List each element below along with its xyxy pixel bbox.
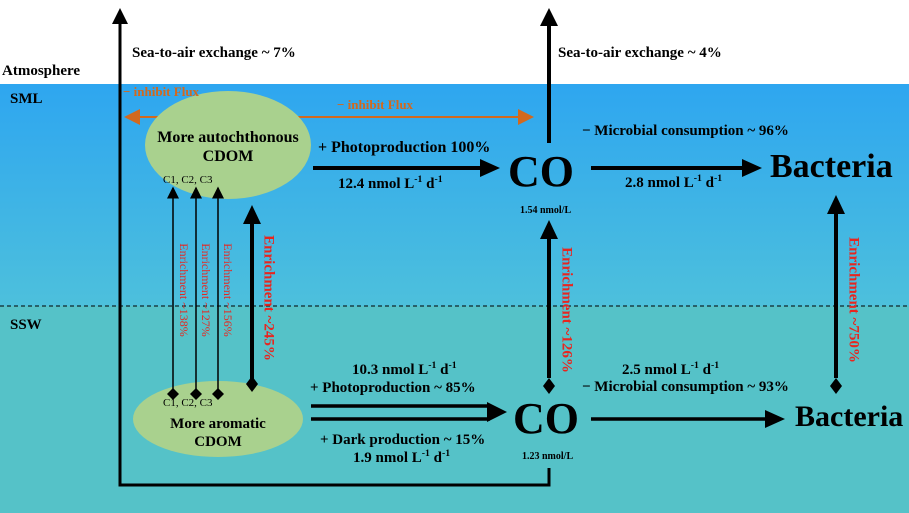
ssw-cdom-line2: CDOM [194,434,242,450]
sml-cdom-line2: CDOM [202,148,254,166]
unit-exp: -1 [441,448,451,459]
sml-photoproduction-label: + Photoproduction 100% [318,139,491,156]
bacteria-enrichment-base [830,378,842,394]
atmosphere-label: Atmosphere [2,63,81,79]
ssw-dark-rate-value: 1.9 nmol L [353,450,422,466]
ssw-microbial-arrowhead [765,410,785,428]
ssw-cdom-label: More aromatic CDOM [135,415,301,451]
cdom-enrichment-arrowhead [243,205,261,224]
ssw-cdom-line1: More aromatic [170,416,266,432]
unit-exp: -1 [448,360,457,371]
unit-exp: -1 [428,360,437,371]
bacteria-enrichment-label: Enrichment ~750% [845,237,862,363]
c1-enrichment-label: Enrichment ~138% [177,243,191,337]
bacteria-enrichment-arrowhead [827,195,845,214]
unit-exp: -1 [710,360,720,371]
unit-d: d [429,450,442,466]
co-enrichment-label: Enrichment ~126% [558,247,575,373]
cdom-enrichment-base [246,376,258,392]
co-enrichment-base [543,378,555,394]
sea-to-air-right-arrowhead [540,8,558,26]
sml-cdom-ellipse [145,91,311,199]
sml-cdom-label: More autochthonous CDOM [145,128,311,166]
ssw-bacteria-label: Bacteria [795,400,904,433]
unit-d: d [698,362,711,378]
sml-bacteria-label: Bacteria [770,148,893,185]
sea-to-air-left-path [118,22,551,487]
ssw-photoproduction-label: + Photoproduction ~ 85% [310,380,476,396]
sml-c-labels: C1, C2, C3 [163,174,213,186]
sml-co-label: CO [508,147,574,196]
sml-microbial-label: − Microbial consumption ~ 96% [582,123,789,139]
unit-d: d [436,362,449,378]
ssw-photo-rate-value: 10.3 nmol L [352,362,429,378]
sea-to-air-left-arrowhead [112,8,128,24]
ssw-dark-production-label: + Dark production ~ 15% [320,432,486,448]
unit-exp: -1 [693,173,702,184]
co-enrichment-arrowhead [540,220,558,239]
ssw-label: SSW [10,317,42,333]
inhibit-flux-mid-label: − inhibit Flux [337,97,414,112]
inhibit-flux-left-label: − inhibit Flux [123,84,200,99]
ssw-cdom-ellipse [133,381,303,457]
unit-exp: -1 [434,174,443,185]
unit-exp: -1 [414,174,423,185]
sea-to-air-left-label: Sea-to-air exchange ~ 7% [132,45,296,61]
ssw-production-arrowhead [487,402,507,422]
ssw-co-concentration: 1.23 nmol/L [522,451,574,462]
sml-photoproduction-arrowhead [480,159,500,177]
cdom-enrichment-label: Enrichment ~245% [260,235,277,361]
sml-photo-rate-value: 12.4 nmol L [338,176,415,192]
sml-microbial-arrowhead [742,159,762,177]
ssw-microbial-rate-value: 2.5 nmol L [622,362,691,378]
sml-label: SML [10,91,43,107]
ssw-photo-rate: 10.3 nmol L-1 d-1 [352,360,457,378]
atmosphere-band [0,0,909,84]
c3-enrichment-label: Enrichment ~156% [221,243,235,337]
ssw-dark-rate: 1.9 nmol L-1 d-1 [353,448,451,466]
sml-microbial-rate: 2.8 nmol L-1 d-1 [625,173,723,191]
sml-photo-rate: 12.4 nmol L-1 d-1 [338,174,443,192]
sml-cdom-line1: More autochthonous [157,129,299,146]
unit-exp: -1 [713,173,723,184]
ssw-microbial-label: − Microbial consumption ~ 93% [582,379,789,395]
unit-d: d [701,175,714,191]
ssw-c-labels: C1, C2, C3 [163,397,213,409]
unit-exp: -1 [690,360,699,371]
ssw-microbial-rate: 2.5 nmol L-1 d-1 [622,360,720,378]
unit-d: d [422,176,435,192]
c2-enrichment-label: Enrichment ~127% [199,243,213,337]
sea-to-air-right-label: Sea-to-air exchange ~ 4% [558,45,722,61]
sml-microbial-rate-value: 2.8 nmol L [625,175,694,191]
sml-co-concentration: 1.54 nmol/L [520,205,572,216]
unit-exp: -1 [421,448,430,459]
ssw-co-label: CO [513,394,579,443]
